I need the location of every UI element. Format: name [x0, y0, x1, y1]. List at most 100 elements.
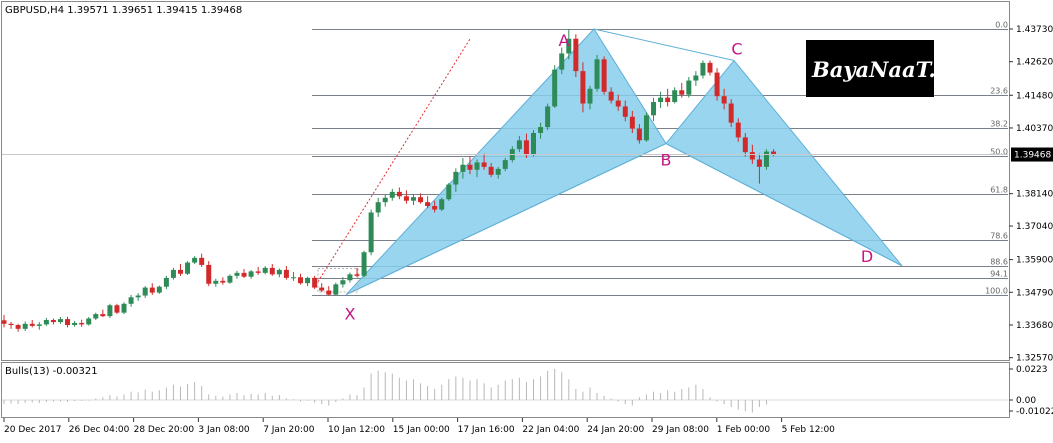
candle-body [178, 269, 183, 274]
candle-body [43, 319, 49, 325]
candle-body [72, 322, 78, 325]
candle-body [566, 38, 572, 54]
candle-body [714, 72, 720, 97]
price-tick-label: 1.35900 [1016, 256, 1053, 266]
candle-body [756, 159, 762, 167]
candle-body [721, 96, 727, 104]
candle-body [50, 319, 56, 323]
candle-body [79, 322, 85, 325]
candle-body [170, 269, 176, 278]
price-tick-label: 1.40370 [1016, 124, 1053, 134]
candle-body [93, 314, 99, 319]
candle-body [199, 257, 205, 265]
candle-body [283, 269, 289, 278]
time-tick-label: 26 Dec 04:00 [69, 425, 130, 435]
candle-body [213, 280, 219, 284]
candle-body [298, 277, 304, 284]
time-axis: 20 Dec 2017 26 Dec 04:00 28 Dec 20:00 3 Jan… [3, 418, 836, 435]
price-tick-label: 1.38140 [1016, 190, 1053, 200]
current-price-label: 1.39468 [1014, 151, 1051, 161]
candle-body [418, 197, 424, 203]
indicator-tick-label: 0.00 [1016, 396, 1036, 406]
fib-label: 94.1 [990, 270, 1008, 279]
candle-body [86, 318, 92, 325]
candle-body [467, 164, 473, 170]
indicator-plot-frame [1, 362, 1010, 418]
candle-body [460, 164, 466, 172]
time-tick-label: 1 Feb 00:00 [717, 425, 771, 435]
trend-box [317, 267, 359, 293]
pattern-xb-line [345, 143, 667, 296]
candle-body [128, 297, 134, 304]
candle-body [538, 127, 544, 133]
candle-body [495, 168, 501, 175]
fib-label: 50.0 [990, 148, 1008, 157]
price-tick-label: 1.42620 [1016, 58, 1053, 68]
candle-body [502, 160, 508, 169]
candle-body [248, 271, 254, 277]
time-tick-label: 3 Jan 08:00 [198, 425, 250, 435]
candle-body [142, 287, 148, 296]
main-plot-frame [1, 1, 1010, 361]
price-tick-label: 1.33680 [1016, 321, 1053, 331]
time-tick-label: 28 Dec 20:00 [134, 425, 195, 435]
fib-label: 100.0 [985, 287, 1008, 296]
pattern-labels: X A B C D [345, 31, 874, 324]
trend-line [317, 38, 471, 293]
candle-body [29, 323, 35, 326]
candle-body [135, 295, 141, 298]
candle-body [403, 196, 409, 201]
candle-body [361, 252, 367, 276]
candle-body [707, 62, 713, 73]
candlesticks [1, 29, 1008, 332]
candle-body [531, 132, 536, 155]
candle-body [114, 305, 120, 313]
candle-body [679, 90, 685, 95]
logo-background [806, 40, 934, 97]
candle-body [573, 38, 579, 72]
price-tick-label: 1.37040 [1016, 222, 1053, 232]
candle-body [326, 290, 332, 295]
candle-body [658, 97, 664, 103]
candle-body [481, 162, 487, 167]
candle-body [255, 271, 261, 273]
time-tick-label: 22 Jan 04:00 [522, 425, 579, 435]
pattern-label-d: D [861, 247, 873, 266]
candle-body [206, 264, 212, 284]
candle-body [636, 128, 642, 141]
candle-body [587, 88, 593, 104]
fibonacci-levels: 0.0 23.6 38.2 50.0 61.8 78.6 88.6 94.1 100.0 [312, 21, 1008, 296]
candle-body [580, 71, 586, 104]
candle-body [749, 152, 755, 160]
fib-label: 88.6 [990, 258, 1008, 267]
candle-body [262, 267, 268, 273]
candle-body [375, 202, 381, 213]
candle-body [622, 106, 628, 117]
candle-body [763, 151, 769, 167]
fib-label: 38.2 [990, 120, 1008, 129]
price-tick-label: 1.32570 [1016, 354, 1053, 364]
time-tick-label: 7 Jan 20:00 [263, 425, 315, 435]
candle-body [396, 191, 402, 197]
candle-body [439, 199, 445, 210]
candle-body [276, 269, 282, 275]
candle-body [446, 184, 452, 200]
price-tick-label: 1.43730 [1016, 25, 1053, 35]
candle-body [8, 323, 14, 325]
pattern-bd-line [665, 143, 903, 267]
fib-label: 23.6 [990, 87, 1008, 96]
candle-body [516, 140, 522, 150]
price-tick-label: 1.34790 [1016, 288, 1053, 298]
indicator-tick-label: -0.01022 [1016, 407, 1053, 417]
candle-body [425, 202, 431, 207]
candle-body [552, 69, 558, 107]
time-tick-label: 5 Feb 12:00 [782, 425, 836, 435]
candle-body [700, 62, 706, 76]
candle-body [192, 257, 198, 263]
indicator-tick-label: 0.0223 [1016, 365, 1048, 375]
candle-body [163, 277, 169, 287]
pattern-label-c: C [731, 40, 742, 59]
time-tick-label: 17 Jan 16:00 [458, 425, 515, 435]
